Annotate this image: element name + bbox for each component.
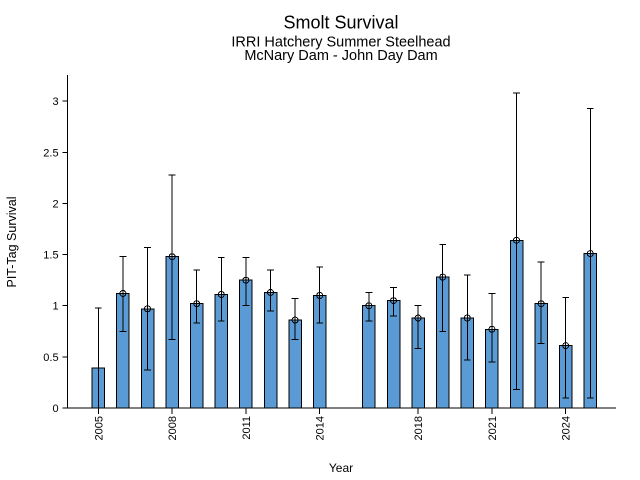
svg-text:2014: 2014 <box>315 416 327 440</box>
svg-text:2024: 2024 <box>561 416 573 440</box>
svg-text:3: 3 <box>52 96 58 108</box>
svg-text:2.5: 2.5 <box>43 147 58 159</box>
svg-text:2008: 2008 <box>167 416 179 440</box>
svg-text:2021: 2021 <box>487 416 499 440</box>
svg-text:2005: 2005 <box>93 416 105 440</box>
svg-text:McNary Dam - John Day Dam: McNary Dam - John Day Dam <box>244 48 437 64</box>
svg-text:2: 2 <box>52 198 58 210</box>
svg-text:Smolt Survival: Smolt Survival <box>283 13 398 33</box>
svg-text:Year: Year <box>329 461 353 475</box>
svg-text:0: 0 <box>52 403 58 415</box>
svg-text:2018: 2018 <box>413 416 425 440</box>
svg-text:1: 1 <box>52 301 58 313</box>
svg-text:2011: 2011 <box>241 416 253 440</box>
svg-text:1.5: 1.5 <box>43 250 58 262</box>
svg-text:PIT-Tag Survival: PIT-Tag Survival <box>5 196 19 287</box>
svg-text:0.5: 0.5 <box>43 352 58 364</box>
